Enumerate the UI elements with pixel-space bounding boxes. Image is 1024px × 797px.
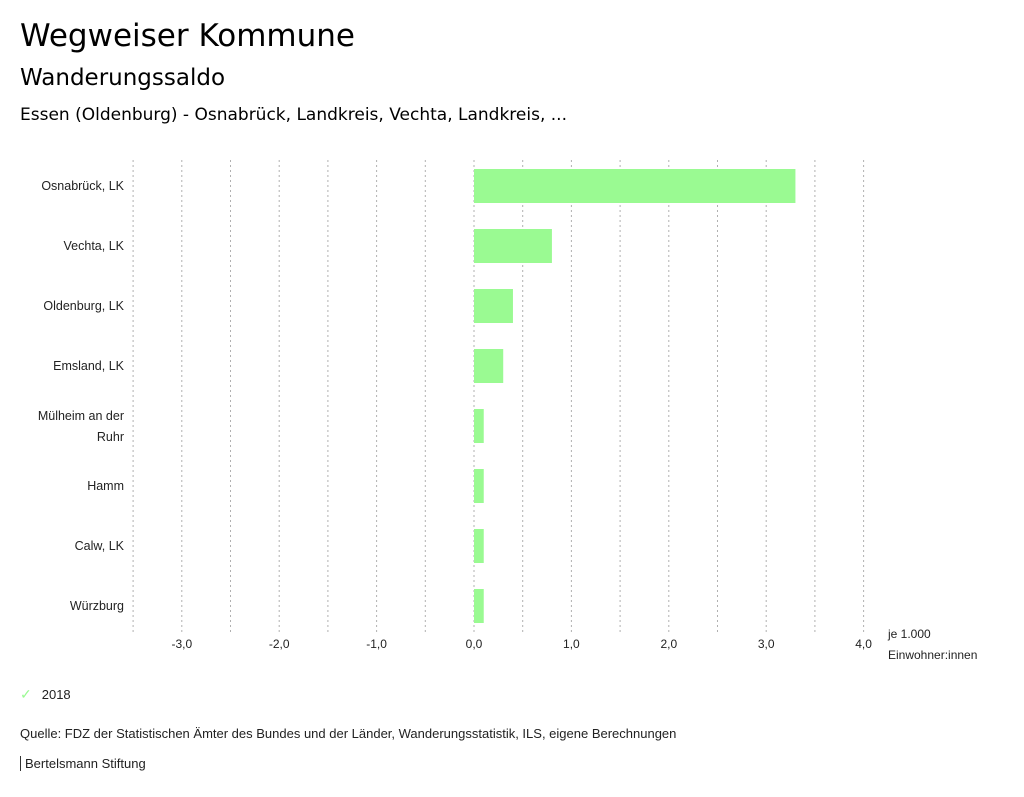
bar-0: [474, 169, 796, 203]
category-label: Hamm: [87, 479, 124, 493]
check-icon: ✓: [20, 686, 32, 702]
x-tick-label: -2,0: [269, 637, 290, 651]
bar-chart: -3,0 -2,0 -1,0 0,0 1,0 2,0 3,0 4,0 je 1.000 Einwo…: [38, 160, 977, 662]
page-title: Wegweiser Kommune: [20, 18, 355, 54]
x-tick-label: -3,0: [171, 637, 192, 651]
bar-6: [474, 529, 484, 563]
x-tick-label: 1,0: [563, 637, 580, 651]
legend-item-2018[interactable]: ✓ 2018: [20, 686, 71, 703]
bar-3: [474, 349, 504, 383]
region-selection: Essen (Oldenburg) - Osnabrück, Landkreis…: [20, 105, 567, 125]
category-label: Mülheim an der Ruhr: [38, 409, 124, 444]
brand-credit: Bertelsmann Stiftung: [20, 756, 146, 771]
bar-2: [474, 289, 513, 323]
chart-subtitle: Wanderungssaldo: [20, 65, 226, 91]
category-label: Vechta, LK: [64, 239, 125, 253]
x-tick-label: 3,0: [758, 637, 775, 651]
legend-label: 2018: [41, 687, 71, 702]
bar-1: [474, 229, 552, 263]
x-tick-label: 0,0: [466, 637, 483, 651]
category-label: Würzburg: [70, 599, 124, 613]
category-label: Osnabrück, LK: [41, 179, 124, 193]
category-label: Calw, LK: [75, 539, 125, 553]
x-axis-unit-line1: je 1.000: [887, 627, 931, 641]
category-label: Emsland, LK: [53, 359, 125, 373]
category-label: Oldenburg, LK: [43, 299, 124, 313]
bar-5: [474, 469, 484, 503]
bar-7: [474, 589, 484, 623]
x-tick-label: -1,0: [366, 637, 387, 651]
source-note: Quelle: FDZ der Statistischen Ämter des …: [20, 726, 677, 741]
x-tick-label: 4,0: [855, 637, 872, 651]
bar-4: [474, 409, 484, 443]
x-tick-label: 2,0: [660, 637, 677, 651]
x-axis-unit-line2: Einwohner:innen: [888, 648, 977, 662]
